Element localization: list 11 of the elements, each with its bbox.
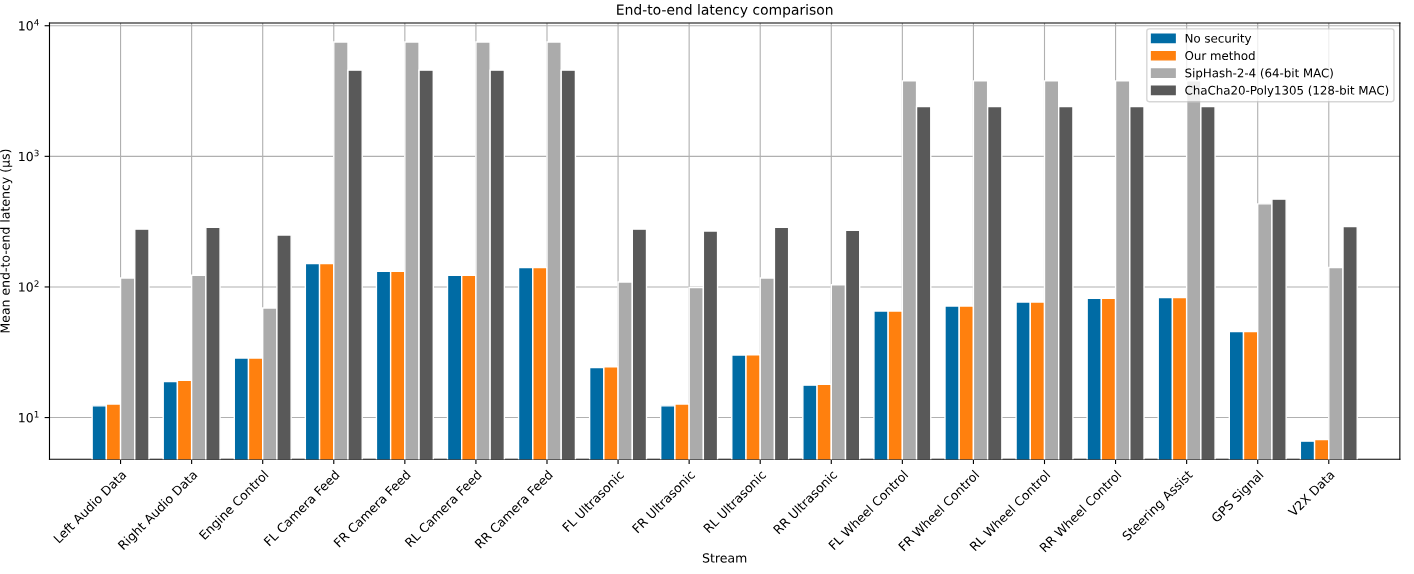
y-tick-label: 10$^{4}$ [19, 19, 39, 31]
chart-title: End-to-end latency comparison [617, 4, 833, 18]
legend-label: SipHash-2-4 (64-bit MAC) [1185, 68, 1333, 80]
y-tick-label: 10$^{3}$ [19, 149, 39, 162]
y-tick-label: 10$^{1}$ [19, 411, 39, 423]
y-axis-title: Mean end-to-end latency (µs) [0, 149, 13, 333]
legend-label: No security [1185, 33, 1252, 46]
x-axis-title: Stream [702, 553, 747, 563]
y-tick-label: 10$^{2}$ [19, 280, 39, 292]
legend-label: ChaCha20-Poly1305 (128-bit MAC) [1185, 85, 1389, 97]
legend-label: Our method [1185, 50, 1255, 61]
